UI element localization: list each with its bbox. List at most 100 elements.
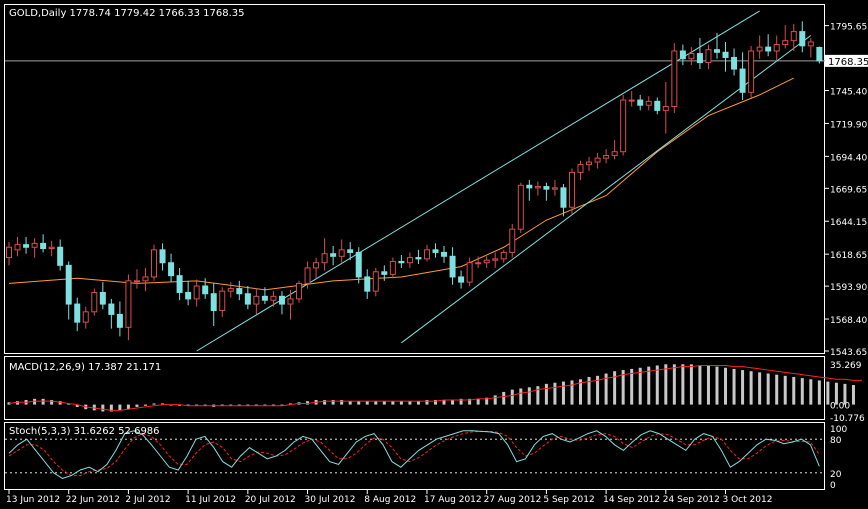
macd-histogram-bar — [527, 387, 531, 405]
candle-body — [807, 41, 814, 47]
candle — [99, 282, 106, 310]
macd-histogram-bar — [451, 399, 455, 405]
price-panel-frame — [4, 4, 825, 354]
macd-histogram-bar — [561, 381, 565, 405]
candle-body — [270, 295, 277, 301]
candle-body — [645, 100, 652, 106]
candle — [406, 252, 413, 268]
time-axis: 13 Jun 2012 22 Jun 2012 2 Jul 2012 11 Jul 2… — [6, 490, 772, 505]
candle-body — [202, 285, 209, 295]
candle-body — [330, 253, 337, 257]
candle — [219, 287, 226, 317]
candle-body — [423, 249, 430, 260]
candle — [688, 47, 695, 66]
price-tick-label: 1669.65 — [830, 185, 867, 195]
candle-body — [679, 50, 686, 60]
candle-body — [347, 249, 354, 253]
macd-histogram-bar — [749, 371, 753, 405]
candle — [389, 257, 396, 279]
macd-histogram-bar — [50, 399, 54, 405]
price-tick-label: 1795.65 — [830, 23, 867, 33]
time-tick-label: 24 Sep 2012 — [663, 495, 720, 505]
macd-tick-label: -10.776 — [830, 414, 865, 424]
candle — [40, 234, 47, 253]
candle-body — [705, 49, 712, 64]
macd-histogram-bar — [357, 401, 361, 405]
candle-body — [696, 53, 703, 64]
macd-histogram-bar — [161, 403, 165, 405]
macd-panel: 35.269 0.00 -10.776 MACD(12,26,9) 17.387 2… — [7, 361, 865, 424]
macd-histogram-bar — [706, 365, 710, 405]
candle-body — [296, 282, 303, 300]
candle — [654, 97, 661, 115]
macd-histogram-bar — [502, 391, 506, 405]
macd-histogram-bar — [374, 401, 378, 405]
candle-body — [304, 267, 311, 284]
macd-histogram-bar — [263, 404, 267, 406]
macd-histogram-bar — [834, 382, 838, 405]
candle-body — [321, 253, 328, 264]
candle-body — [543, 186, 550, 190]
candle-body — [14, 244, 21, 251]
macd-histogram-bar — [715, 366, 719, 405]
macd-histogram-bar — [792, 376, 796, 405]
candle — [125, 274, 132, 341]
macd-title: MACD(12,26,9) 17.387 21.171 — [9, 362, 161, 373]
macd-histogram-bar — [476, 398, 480, 405]
candle — [551, 180, 558, 196]
candle-body — [483, 259, 490, 264]
candle-body — [236, 288, 243, 295]
candle-body — [23, 244, 30, 248]
time-tick-label: 14 Sep 2012 — [603, 495, 660, 505]
candle — [91, 288, 98, 316]
candle — [696, 38, 703, 70]
macd-histogram-bar — [630, 368, 634, 405]
candle — [202, 278, 209, 299]
candle-body — [799, 31, 806, 47]
candle — [517, 182, 524, 234]
candle-body — [338, 249, 345, 257]
macd-histogram-bar — [579, 379, 583, 405]
candle — [65, 261, 72, 320]
candle — [14, 236, 21, 257]
macd-histogram-bar — [800, 378, 804, 405]
candle-body — [509, 228, 516, 253]
candle — [330, 245, 337, 266]
price-panel: 1795.651770.151745.401719.901694.401669.… — [5, 8, 868, 358]
candle-body — [816, 46, 823, 62]
candle — [338, 239, 345, 263]
candle — [423, 244, 430, 262]
macd-histogram-bar — [135, 404, 139, 407]
macd-histogram-bar — [689, 364, 693, 405]
candle — [176, 267, 183, 301]
macd-histogram-bar — [468, 398, 472, 405]
time-tick-label: 13 Jun 2012 — [6, 495, 60, 505]
candle — [278, 291, 285, 315]
candle — [253, 288, 260, 315]
macd-histogram-bar — [434, 399, 437, 405]
macd-signal-layer — [8, 364, 862, 411]
candle-body — [458, 276, 465, 283]
candle-body — [116, 313, 123, 328]
candle-body — [287, 298, 294, 305]
candle — [355, 247, 362, 284]
candle — [500, 249, 507, 263]
macd-histogram-bar — [681, 364, 685, 405]
candle-body — [48, 246, 55, 250]
time-tick-label: 27 Aug 2012 — [484, 495, 542, 505]
macd-histogram-bar — [41, 398, 45, 405]
macd-histogram-bar — [425, 399, 429, 405]
candle-body — [441, 251, 448, 257]
candle — [23, 236, 30, 254]
candle — [193, 279, 200, 307]
candle-body — [398, 260, 405, 264]
candles-layer — [6, 21, 823, 341]
macd-histogram-bar — [237, 404, 241, 406]
candle-body — [534, 186, 541, 189]
macd-histogram-bar — [195, 404, 199, 406]
candle — [475, 256, 482, 268]
macd-tick-label: 0.00 — [830, 402, 850, 412]
candle — [628, 91, 635, 107]
candle-body — [159, 249, 166, 264]
